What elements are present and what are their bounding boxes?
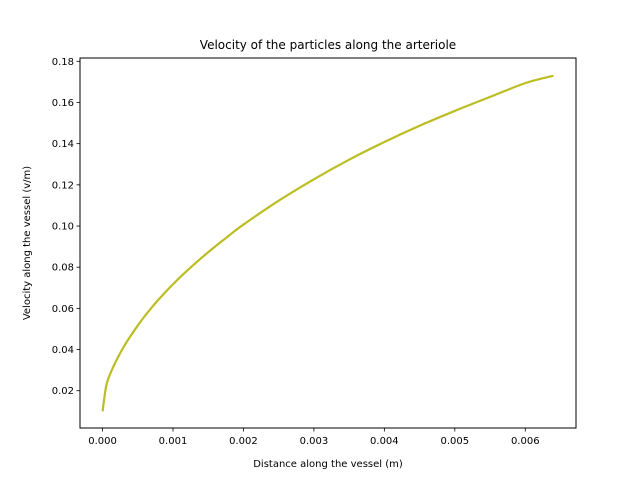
plot-frame xyxy=(79,57,577,429)
chart-title: Velocity of the particles along the arte… xyxy=(200,38,456,52)
y-axis-ticks: 0.02 0.04 0.06 0.08 0.10 0.12 0.14 0.16 0.18 xyxy=(52,57,80,397)
y-tick-label: 0.18 xyxy=(52,57,74,68)
y-tick-label: 0.16 xyxy=(52,98,74,109)
x-axis-ticks: 0.000 0.001 0.002 0.003 0.004 0.005 0.006 xyxy=(88,428,540,447)
x-tick-label: 0.000 xyxy=(88,436,117,447)
plot-background xyxy=(80,58,576,428)
x-tick-label: 0.005 xyxy=(440,436,469,447)
y-tick-label: 0.02 xyxy=(52,386,74,397)
axes-frame xyxy=(79,57,577,429)
y-tick-label: 0.10 xyxy=(52,222,74,233)
plot-area xyxy=(80,58,576,428)
y-tick-label: 0.12 xyxy=(52,180,74,191)
y-tick-label: 0.04 xyxy=(52,345,74,356)
y-tick-label: 0.06 xyxy=(52,304,74,315)
series-layer xyxy=(101,74,554,412)
y-tick-label: 0.14 xyxy=(52,139,74,150)
x-tick-label: 0.004 xyxy=(370,436,399,447)
x-tick-label: 0.002 xyxy=(229,436,258,447)
x-tick-label: 0.001 xyxy=(159,436,188,447)
x-tick-label: 0.003 xyxy=(300,436,329,447)
x-tick-label: 0.006 xyxy=(511,436,540,447)
series-line xyxy=(101,74,554,412)
x-axis-label: Distance along the vessel (m) xyxy=(253,459,403,470)
y-axis-label: Velocity along the vessel (v/m) xyxy=(22,166,33,320)
y-tick-label: 0.08 xyxy=(52,263,74,274)
